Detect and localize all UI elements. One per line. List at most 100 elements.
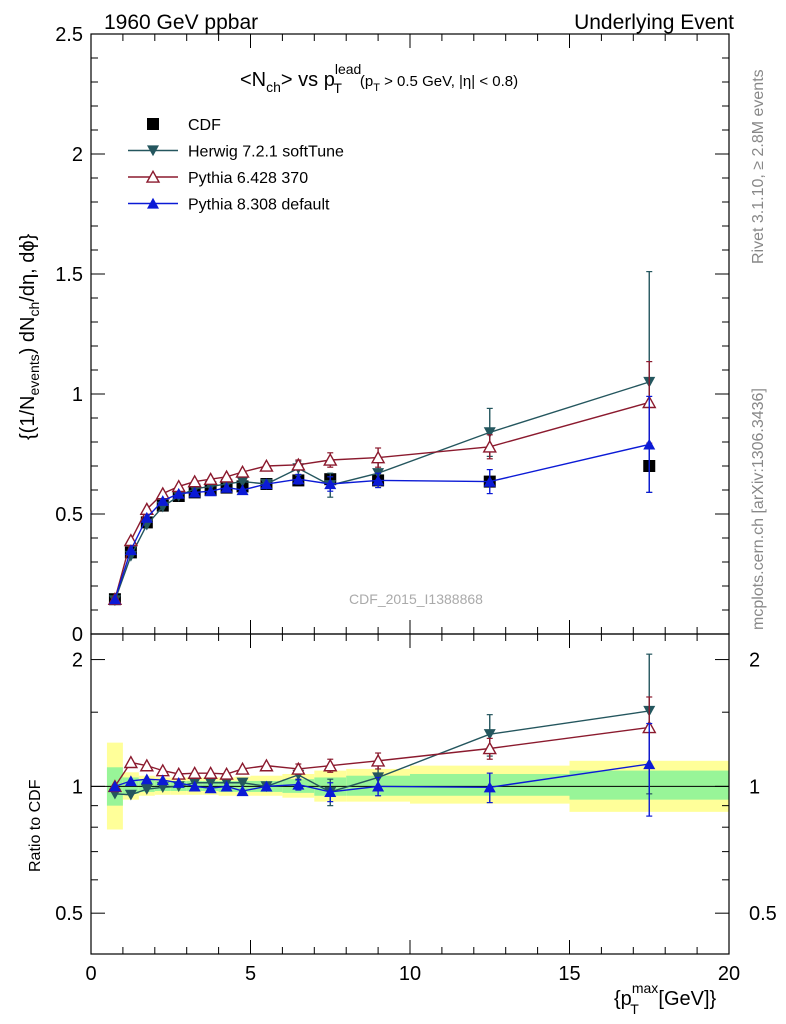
data-point bbox=[372, 474, 385, 486]
legend-label: Pythia 8.308 default bbox=[188, 197, 330, 214]
data-point bbox=[370, 753, 386, 767]
data-point bbox=[324, 786, 337, 798]
data-point bbox=[643, 758, 656, 770]
series-pythia-8-308-default bbox=[108, 722, 656, 817]
y-tick-label: 2.5 bbox=[55, 24, 83, 46]
data-point bbox=[643, 438, 656, 450]
legend-item-3: Pythia 8.308 default bbox=[128, 197, 330, 214]
data-point bbox=[482, 741, 497, 755]
ratio-y-tick-label-right: 1 bbox=[749, 776, 760, 798]
title-cut-a: (p bbox=[360, 73, 373, 90]
data-point bbox=[108, 780, 121, 792]
data-point bbox=[203, 766, 218, 779]
data-point bbox=[172, 777, 185, 788]
xlabel-b: [GeV]} bbox=[653, 988, 717, 1010]
data-point bbox=[108, 593, 121, 605]
data-point bbox=[235, 761, 250, 775]
data-point bbox=[235, 464, 250, 478]
title-part-a: <N bbox=[240, 69, 266, 91]
analysis-watermark: CDF_2015_I1388868 bbox=[349, 591, 483, 607]
data-point bbox=[372, 780, 385, 792]
data-point bbox=[323, 452, 338, 466]
data-point bbox=[291, 761, 306, 775]
ratio-y-tick-label: 1 bbox=[72, 776, 83, 798]
ratio-y-tick-label-right: 2 bbox=[749, 650, 760, 672]
data-point bbox=[291, 457, 306, 471]
data-point bbox=[219, 469, 234, 483]
data-point bbox=[203, 472, 218, 485]
header-left: 1960 GeV ppbar bbox=[104, 11, 258, 34]
ratio-y-tick-label: 2 bbox=[72, 650, 83, 672]
ylabel-sub-ch: ch bbox=[26, 302, 42, 317]
data-point bbox=[204, 485, 217, 497]
title-part-b: > vs p bbox=[281, 69, 335, 91]
series-line bbox=[114, 443, 650, 600]
data-point bbox=[156, 495, 169, 506]
data-point bbox=[292, 473, 305, 485]
data-point bbox=[292, 778, 305, 790]
side-label-rivet: Rivet 3.1.10, ≥ 2.8M events bbox=[750, 69, 767, 264]
title-sub-ch: ch bbox=[266, 79, 281, 95]
data-point bbox=[139, 758, 155, 772]
data-point bbox=[236, 476, 249, 488]
data-point bbox=[482, 439, 497, 453]
y-tick-label: 1.5 bbox=[55, 264, 83, 286]
legend-item-0: CDF bbox=[147, 117, 221, 134]
data-point bbox=[236, 785, 249, 797]
ylabel-a: {(1/N bbox=[17, 396, 39, 440]
x-tick-label: 10 bbox=[399, 963, 421, 985]
y-tick-label: 2 bbox=[72, 144, 83, 166]
data-point bbox=[483, 475, 496, 487]
ylabel-c: /dη, dϕ} bbox=[17, 233, 39, 301]
legend-marker bbox=[147, 145, 159, 157]
series-pythia-8-308-default bbox=[108, 395, 656, 605]
data-point bbox=[140, 773, 153, 785]
data-point bbox=[260, 478, 273, 490]
ratio-y-tick-label: 0.5 bbox=[55, 903, 83, 925]
data-point bbox=[220, 481, 233, 493]
ylabel-sub-events: events bbox=[26, 354, 42, 395]
data-point bbox=[124, 789, 137, 801]
data-point bbox=[236, 777, 249, 789]
x-tick-label: 0 bbox=[85, 963, 96, 985]
legend-label: Herwig 7.2.1 softTune bbox=[188, 144, 344, 161]
data-point bbox=[188, 486, 201, 498]
data-point bbox=[259, 458, 274, 472]
legend-marker bbox=[147, 118, 159, 130]
title-sup-lead: lead bbox=[335, 61, 361, 77]
data-point bbox=[323, 758, 338, 772]
data-point bbox=[219, 766, 234, 780]
legend-marker bbox=[147, 197, 159, 209]
data-point bbox=[123, 755, 139, 769]
legend-item-2: Pythia 6.428 370 bbox=[128, 169, 308, 187]
legend: CDF Herwig 7.2.1 softTune Pythia 6.428 370… bbox=[128, 117, 344, 214]
side-label-mcplots: mcplots.cern.ch [arXiv:1306.3436] bbox=[750, 388, 767, 630]
data-point bbox=[124, 544, 137, 556]
data-point bbox=[140, 511, 153, 523]
y-tick-label: 0 bbox=[72, 624, 83, 646]
xlabel-a: {p bbox=[614, 988, 632, 1010]
series-layer bbox=[107, 271, 657, 817]
y-axis-label-main: {(1/Nevents) dNch/dη, dϕ} bbox=[17, 233, 42, 440]
x-tick-label: 20 bbox=[718, 963, 740, 985]
title-cut-sub: T bbox=[373, 82, 380, 94]
ylabel-b: ) dN bbox=[17, 316, 39, 354]
data-point bbox=[236, 484, 249, 496]
legend-label: Pythia 6.428 370 bbox=[188, 170, 308, 187]
data-point bbox=[259, 758, 274, 772]
axis-ticks bbox=[90, 33, 730, 955]
ratio-y-tick-label-right: 0.5 bbox=[749, 903, 777, 925]
series-line bbox=[114, 401, 650, 600]
xlabel-sub-t: T bbox=[630, 1001, 639, 1017]
title-cut-b: > 0.5 GeV, |η| < 0.8) bbox=[380, 73, 518, 90]
data-point bbox=[188, 780, 201, 792]
data-point bbox=[483, 729, 496, 740]
y-axis-label-ratio: Ratio to CDF bbox=[27, 779, 44, 872]
data-point bbox=[155, 763, 170, 777]
x-tick-label: 5 bbox=[245, 963, 256, 985]
legend-label: CDF bbox=[188, 117, 221, 134]
data-point bbox=[483, 427, 496, 439]
legend-marker bbox=[145, 169, 161, 183]
data-point bbox=[370, 450, 386, 464]
